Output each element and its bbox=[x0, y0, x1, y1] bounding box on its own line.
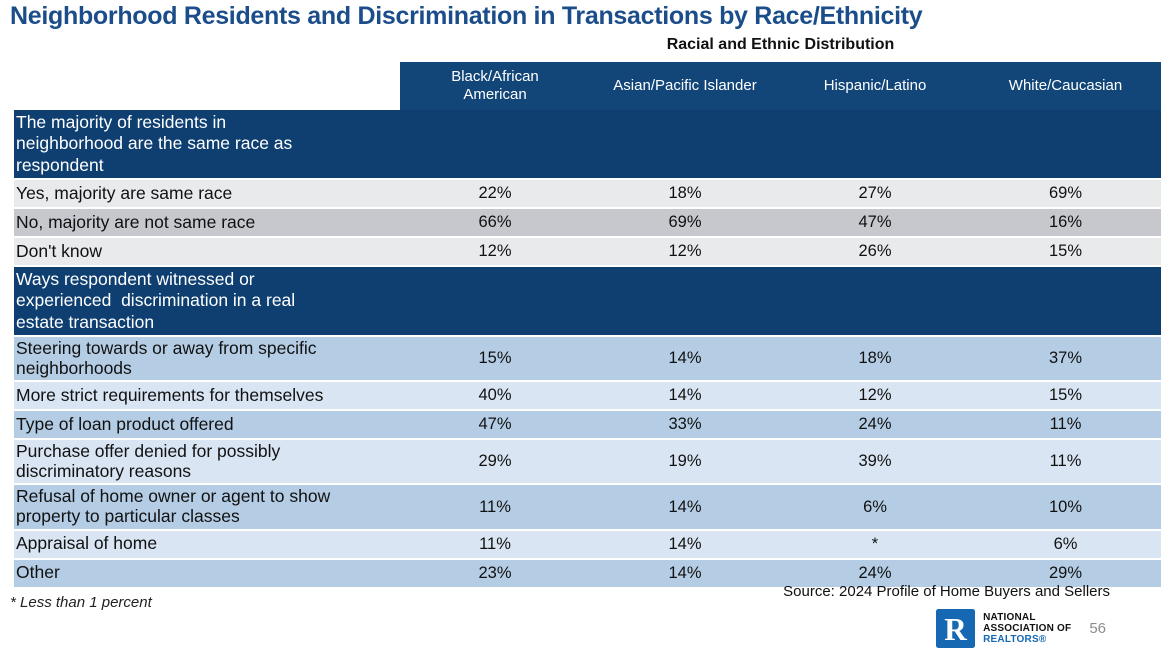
table-row: Type of loan product offered 47% 33% 24% 11% bbox=[14, 411, 1161, 441]
column-header-label: Asian/Pacific Islander bbox=[613, 77, 757, 94]
footnote: * Less than 1 percent bbox=[10, 594, 152, 611]
table-row: Yes, majority are same race 22% 18% 27% 69% bbox=[14, 180, 1161, 210]
row-label: Don't know bbox=[16, 240, 103, 261]
section-header: Ways respondent witnessed or experienced… bbox=[14, 267, 1161, 338]
value-cell: 11% bbox=[479, 497, 511, 516]
value-cell: 11% bbox=[1049, 452, 1082, 471]
column-header-label: White/Caucasian bbox=[1008, 77, 1123, 94]
section-header: The majority of residents in neighborhoo… bbox=[14, 110, 1161, 181]
value-cell: 19% bbox=[668, 452, 702, 471]
row-label: More strict requirements for themselves bbox=[16, 384, 324, 405]
value-cell: 18% bbox=[858, 349, 892, 368]
value-cell: 39% bbox=[858, 452, 892, 471]
value-cell: 27% bbox=[858, 184, 892, 203]
row-label: Appraisal of home bbox=[16, 533, 158, 554]
value-cell: * bbox=[871, 534, 879, 553]
row-label: Steering towards or away from specific n… bbox=[16, 338, 317, 378]
row-label: Other bbox=[16, 562, 60, 583]
value-cell: 14% bbox=[668, 497, 702, 516]
value-cell: 29% bbox=[478, 452, 512, 471]
value-cell: 47% bbox=[478, 415, 512, 434]
value-cell: 14% bbox=[668, 563, 702, 582]
column-header-asian-pacific-islander: Asian/Pacific Islander bbox=[590, 62, 780, 110]
table-row: Purchase offer denied for possibly discr… bbox=[14, 440, 1161, 486]
row-label: Type of loan product offered bbox=[16, 413, 234, 434]
table-row: More strict requirements for themselves 4… bbox=[14, 382, 1161, 412]
table-row: Refusal of home owner or agent to show p… bbox=[14, 485, 1161, 531]
row-label: Purchase offer denied for possibly discr… bbox=[16, 441, 281, 481]
value-cell: 24% bbox=[858, 563, 892, 582]
data-table: Black/African American Asian/Pacific Isl… bbox=[14, 62, 1161, 589]
column-header-row: Black/African American Asian/Pacific Isl… bbox=[14, 62, 1161, 110]
value-cell: 24% bbox=[858, 415, 892, 434]
column-header-hispanic-latino: Hispanic/Latino bbox=[780, 62, 970, 110]
table-row: Don't know 12% 12% 26% 15% bbox=[14, 238, 1161, 268]
row-label: Refusal of home owner or agent to show p… bbox=[16, 486, 331, 527]
value-cell: 14% bbox=[668, 349, 702, 368]
table-row: No, majority are not same race 66% 69% 47% 1… bbox=[14, 209, 1161, 239]
value-cell: 23% bbox=[478, 563, 512, 582]
column-header-white-caucasian: White/Caucasian bbox=[970, 62, 1161, 110]
value-cell: 12% bbox=[858, 386, 892, 405]
nar-logo-line1: NATIONAL bbox=[983, 611, 1036, 623]
value-cell: 37% bbox=[1048, 349, 1083, 368]
section-header-label: The majority of residents in neighborhoo… bbox=[16, 112, 298, 175]
value-cell: 33% bbox=[668, 415, 702, 434]
value-cell: 18% bbox=[668, 184, 702, 203]
table-row: Other 23% 14% 24% 29% bbox=[14, 559, 1161, 589]
nar-logo: R NATIONAL ASSOCIATION OF REALTORS® 56 bbox=[936, 609, 1106, 648]
value-cell: 12% bbox=[478, 242, 512, 261]
row-label: Yes, majority are same race bbox=[16, 182, 233, 203]
section-header-label: Ways respondent witnessed or experienced… bbox=[16, 269, 301, 332]
value-cell: 69% bbox=[1048, 184, 1083, 203]
nar-logo-text: NATIONAL ASSOCIATION OF REALTORS® bbox=[983, 612, 1071, 646]
value-cell: 12% bbox=[668, 242, 702, 261]
value-cell: 15% bbox=[478, 349, 512, 368]
value-cell: 6% bbox=[1053, 534, 1078, 553]
value-cell: 69% bbox=[668, 213, 702, 232]
nar-logo-line3: REALTORS® bbox=[983, 634, 1047, 646]
column-header-label: Hispanic/Latino bbox=[823, 77, 927, 94]
value-cell: 10% bbox=[1048, 497, 1083, 516]
page-number: 56 bbox=[1089, 620, 1106, 637]
value-cell: 14% bbox=[668, 386, 702, 405]
row-label: No, majority are not same race bbox=[16, 211, 256, 232]
nar-logo-line2: ASSOCIATION OF bbox=[983, 622, 1072, 634]
value-cell: 15% bbox=[1048, 242, 1083, 261]
page-title: Neighborhood Residents and Discriminatio… bbox=[10, 2, 923, 30]
value-cell: 66% bbox=[478, 213, 512, 232]
value-cell: 26% bbox=[858, 242, 892, 261]
value-cell: 16% bbox=[1048, 213, 1083, 232]
value-cell: 11% bbox=[479, 534, 511, 553]
value-cell: 11% bbox=[1049, 415, 1082, 434]
value-cell: 29% bbox=[1048, 563, 1083, 582]
nar-logo-icon: R bbox=[936, 609, 976, 648]
column-header-label: Black/African American bbox=[451, 68, 539, 103]
value-cell: 40% bbox=[478, 386, 512, 405]
corner-cell bbox=[14, 62, 400, 110]
svg-text:R: R bbox=[944, 612, 967, 647]
data-table-body: The majority of residents in neighborhoo… bbox=[14, 110, 1161, 589]
table-row: Steering towards or away from specific n… bbox=[14, 337, 1161, 383]
table-subtitle: Racial and Ethnic Distribution bbox=[666, 36, 895, 53]
value-cell: 15% bbox=[1048, 386, 1083, 405]
source-citation: Source: 2024 Profile of Home Buyers and … bbox=[783, 583, 1110, 600]
value-cell: 47% bbox=[858, 213, 892, 232]
value-cell: 14% bbox=[668, 534, 702, 553]
table-row: Appraisal of home 11% 14% * 6% bbox=[14, 530, 1161, 560]
value-cell: 22% bbox=[478, 184, 512, 203]
column-header-black-african-american: Black/African American bbox=[400, 62, 590, 110]
value-cell: 6% bbox=[863, 497, 887, 516]
